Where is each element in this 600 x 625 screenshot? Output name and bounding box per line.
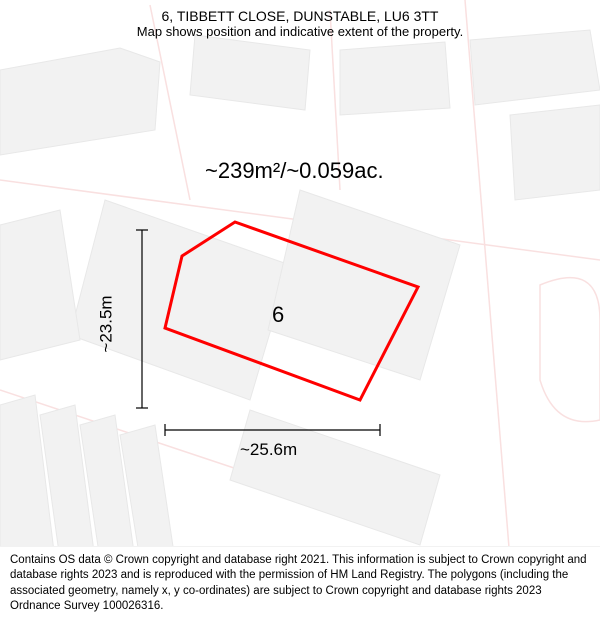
- plot-number-label: 6: [272, 302, 284, 328]
- copyright-footer: Contains OS data © Crown copyright and d…: [0, 546, 600, 625]
- height-measurement: ~23.5m: [97, 295, 117, 352]
- area-measurement: ~239m²/~0.059ac.: [205, 158, 384, 184]
- page-subtitle: Map shows position and indicative extent…: [20, 24, 580, 39]
- width-measurement: ~25.6m: [240, 440, 297, 460]
- property-map: [0, 0, 600, 560]
- page-title: 6, TIBBETT CLOSE, DUNSTABLE, LU6 3TT: [20, 8, 580, 24]
